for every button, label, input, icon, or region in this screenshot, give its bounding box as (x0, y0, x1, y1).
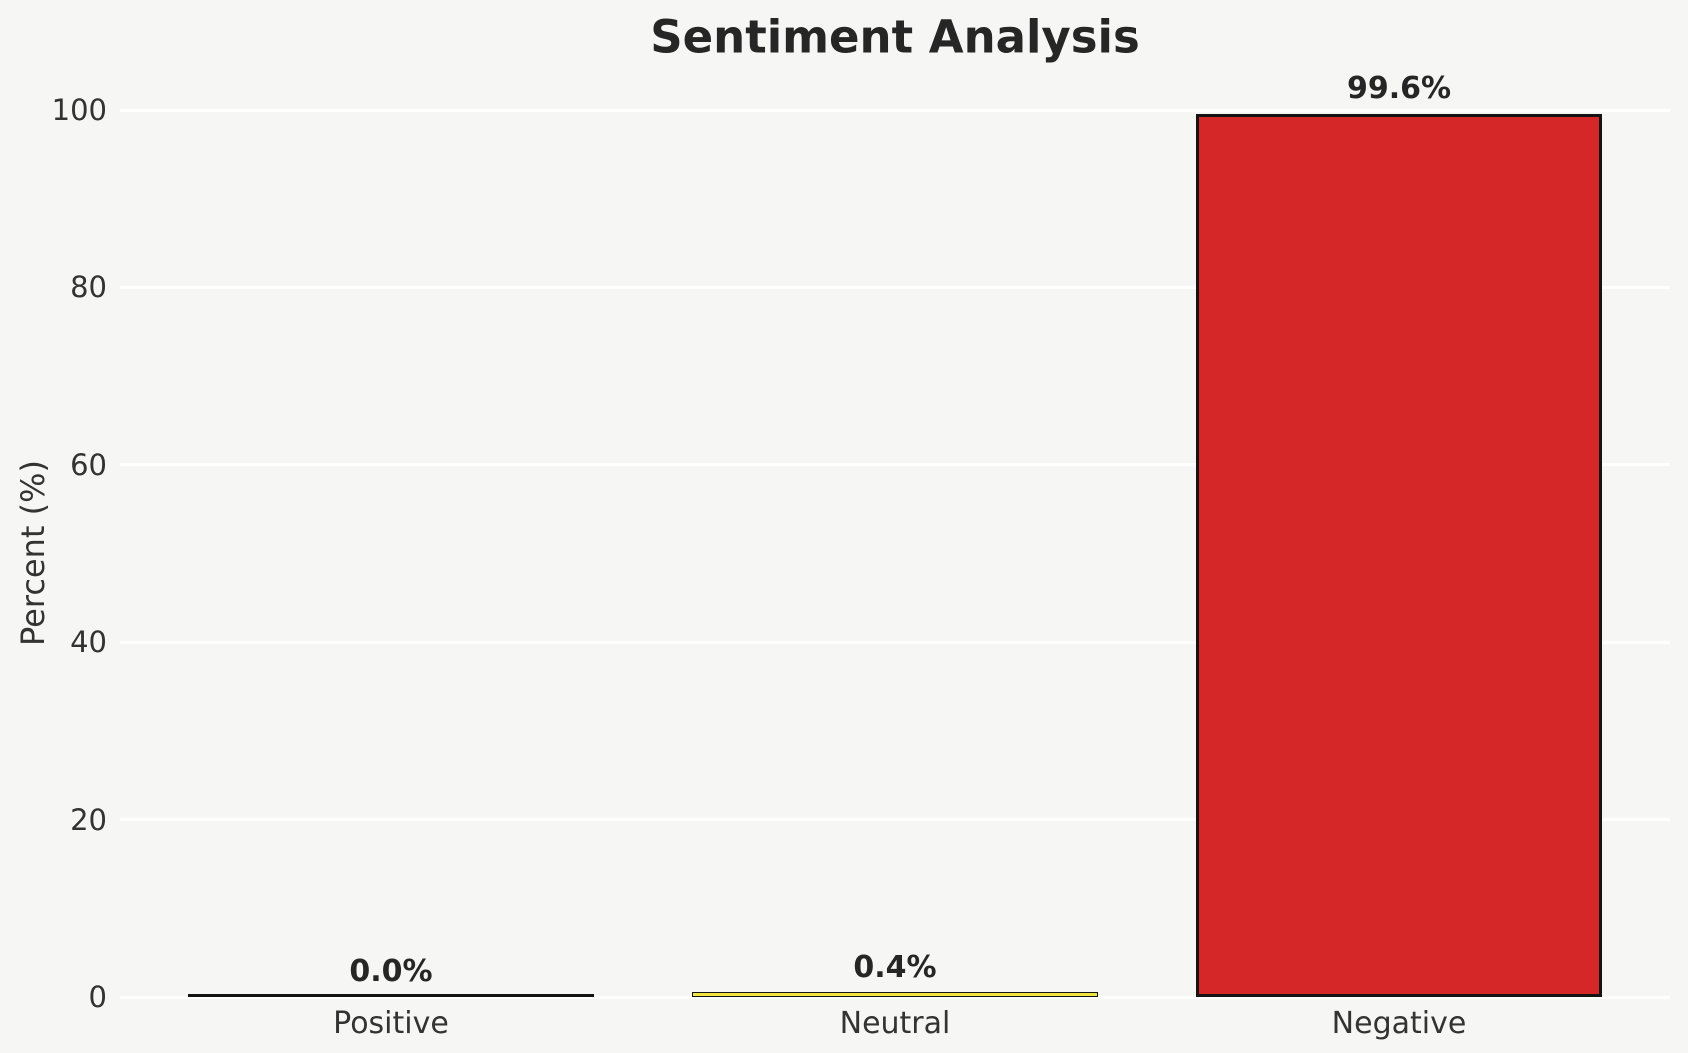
bar-value-label: 0.4% (853, 950, 937, 986)
bar-positive (188, 994, 594, 997)
plot-area: 0 20 40 60 80 100 0.0% Positive 0.4% Neutral 99.6%… (52, 71, 1670, 1041)
bar-value-label: 99.6% (1346, 70, 1452, 106)
bar-neutral (692, 992, 1098, 997)
gridline (120, 108, 1670, 112)
bar-value-label: 0.0% (349, 954, 433, 989)
bar-negative (1196, 113, 1602, 997)
y-tick-label: 40 (70, 625, 107, 660)
gridline (120, 640, 1670, 644)
gridline (120, 995, 1670, 999)
y-tick-label: 60 (70, 447, 107, 482)
chart-title: Sentiment Analysis (650, 10, 1140, 64)
x-tick-label: Negative (1331, 1006, 1467, 1041)
y-tick-label: 0 (88, 980, 107, 1014)
gridline (120, 463, 1670, 467)
y-axis-label: Percent (%) (14, 460, 52, 646)
x-tick-label: Neutral (839, 1006, 951, 1041)
gridline (120, 818, 1670, 822)
x-tick-label: Positive (333, 1006, 449, 1041)
y-tick-label: 20 (70, 802, 107, 837)
y-tick-label: 80 (70, 270, 107, 305)
gridline (120, 285, 1670, 289)
y-tick-label: 100 (51, 93, 107, 127)
